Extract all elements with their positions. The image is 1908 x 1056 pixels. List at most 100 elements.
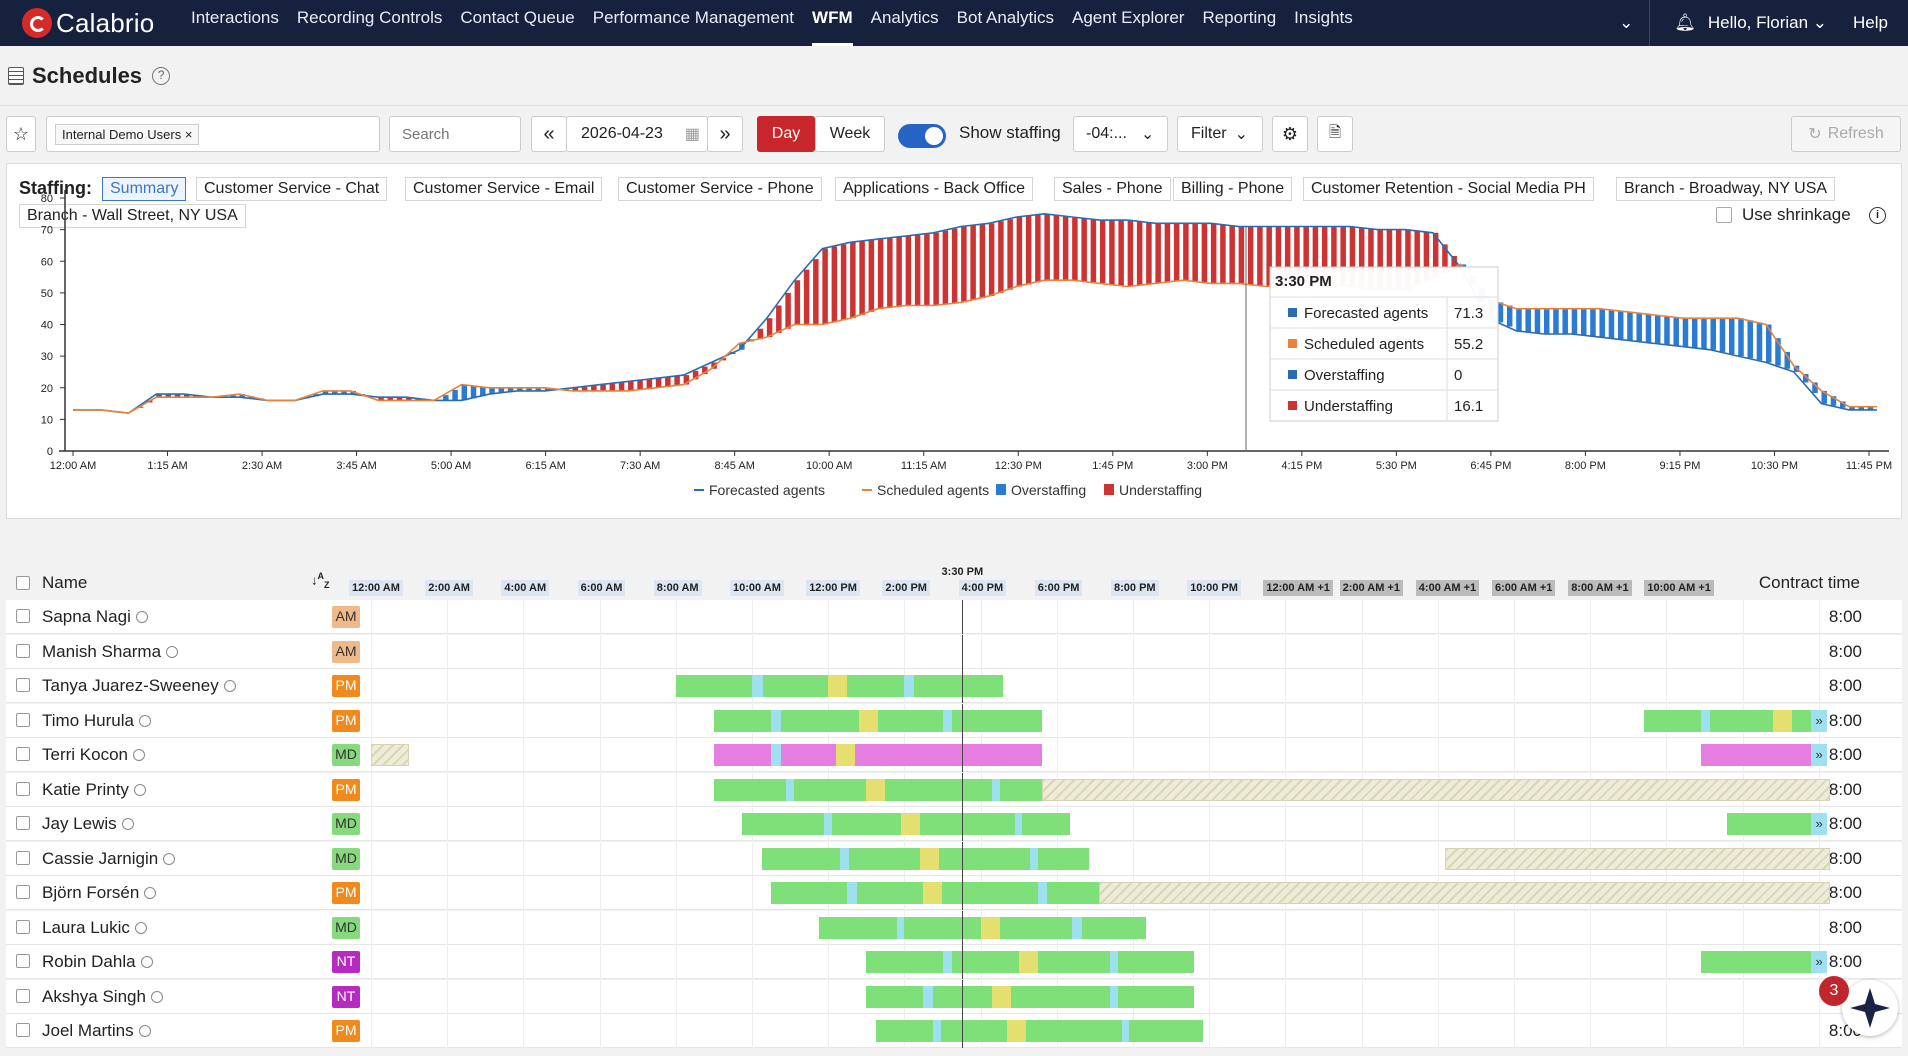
break-activity[interactable] — [771, 709, 781, 732]
continues-next-day-icon[interactable]: » — [1811, 709, 1828, 732]
select-all-checkbox[interactable] — [16, 576, 30, 590]
shift-bar[interactable] — [1700, 951, 1812, 973]
shift-bar[interactable] — [875, 1020, 1204, 1042]
schedule-row[interactable]: Manish Sharma AM 8:00 — [6, 634, 1902, 669]
schedule-row[interactable]: Cassie Jarnigin MD 8:00 — [6, 841, 1902, 876]
staffing-tab-branch-broadway-ny-usa[interactable]: Branch - Broadway, NY USA — [1616, 177, 1836, 201]
lunch-activity[interactable] — [858, 709, 878, 732]
row-checkbox[interactable] — [16, 954, 30, 968]
row-checkbox[interactable] — [16, 816, 30, 830]
employee-name[interactable]: Terri Kocon — [42, 745, 145, 765]
info-icon[interactable]: i — [1869, 207, 1886, 224]
row-checkbox[interactable] — [16, 643, 30, 658]
staffing-tab-applications-back-office[interactable]: Applications - Back Office — [835, 177, 1034, 201]
break-activity[interactable] — [932, 1020, 941, 1042]
break-activity[interactable] — [1037, 882, 1048, 904]
calabrio-logo[interactable]: Calabrio — [22, 8, 182, 39]
staffing-tab-branch-wall-street-ny-usa[interactable]: Branch - Wall Street, NY USA — [19, 204, 246, 228]
user-menu[interactable]: Hello, Florian ⌄ — [1707, 13, 1828, 32]
employee-name[interactable]: Akshya Singh — [42, 987, 163, 1007]
row-checkbox[interactable] — [16, 850, 30, 865]
day-view-button[interactable]: Day — [757, 116, 815, 152]
continues-next-day-icon[interactable]: » — [1811, 951, 1828, 973]
schedule-row[interactable]: Tanya Juarez-Sweeney PM 8:00 — [6, 669, 1902, 703]
break-activity[interactable] — [1014, 813, 1023, 835]
nav-item-contact-queue[interactable]: Contact Queue — [460, 8, 575, 27]
row-checkbox[interactable] — [16, 1023, 30, 1037]
nav-item-performance-management[interactable]: Performance Management — [592, 8, 795, 27]
schedule-row[interactable]: Katie Printy PM 8:00 — [6, 772, 1902, 807]
employee-name[interactable]: Cassie Jarnigin — [42, 849, 176, 869]
nav-item-reporting[interactable]: Reporting — [1202, 8, 1277, 27]
employee-name[interactable]: Sapna Nagi — [42, 607, 148, 627]
row-checkbox[interactable] — [16, 678, 30, 692]
favorite-button[interactable]: ☆ — [6, 116, 36, 152]
lunch-activity[interactable] — [923, 882, 943, 904]
break-activity[interactable] — [839, 847, 850, 870]
date-field[interactable]: 2026-04-23 ▦ — [566, 116, 708, 152]
refresh-button[interactable]: ↻ Refresh — [1791, 116, 1901, 152]
break-activity[interactable] — [1072, 916, 1082, 939]
employee-name[interactable]: Björn Forsén — [42, 883, 157, 903]
previous-day-button[interactable]: « — [531, 116, 567, 152]
sort-az-icon[interactable]: ↓AZ — [311, 571, 330, 590]
break-activity[interactable] — [992, 778, 1000, 801]
nav-more-chevron-icon[interactable]: ⌄ — [1619, 13, 1634, 32]
nav-item-bot-analytics[interactable]: Bot Analytics — [956, 8, 1054, 27]
schedule-row[interactable]: Laura Lukic MD 8:00 — [6, 910, 1902, 945]
break-activity[interactable] — [1110, 985, 1118, 1008]
employee-name[interactable]: Robin Dahla — [42, 952, 153, 972]
break-activity[interactable] — [1700, 709, 1711, 732]
lunch-activity[interactable] — [835, 744, 855, 766]
staffing-tab-customer-service-email[interactable]: Customer Service - Email — [405, 177, 603, 201]
nav-item-recording-controls[interactable]: Recording Controls — [296, 8, 443, 27]
row-checkbox[interactable] — [16, 609, 30, 623]
schedule-row[interactable]: Terri Kocon MD 8:00» — [6, 738, 1902, 772]
break-activity[interactable] — [752, 675, 764, 697]
timezone-select[interactable]: -04:... ⌄ — [1073, 116, 1168, 152]
filter-tag-field[interactable]: Internal Demo Users × — [46, 116, 380, 152]
break-activity[interactable] — [942, 709, 953, 732]
lunch-activity[interactable] — [866, 778, 886, 801]
employee-name[interactable]: Tanya Juarez-Sweeney — [42, 676, 236, 696]
break-activity[interactable] — [942, 951, 953, 973]
shift-bar[interactable] — [713, 709, 1042, 732]
break-activity[interactable] — [923, 985, 933, 1008]
staffing-tab-customer-service-chat[interactable]: Customer Service - Chat — [196, 177, 388, 201]
nav-item-wfm[interactable]: WFM — [812, 0, 853, 46]
staffing-tab-billing-phone[interactable]: Billing - Phone — [1173, 177, 1293, 201]
row-checkbox[interactable] — [16, 988, 30, 1003]
bell-icon[interactable]: 🔔︎ — [1674, 13, 1696, 32]
lunch-activity[interactable] — [1018, 951, 1038, 973]
nav-item-analytics[interactable]: Analytics — [870, 8, 939, 27]
row-checkbox[interactable] — [16, 712, 30, 727]
staffing-tab-summary[interactable]: Summary — [102, 177, 187, 201]
search-input[interactable] — [389, 116, 521, 152]
schedule-row[interactable]: Akshya SinghNT8:00 — [6, 979, 1902, 1014]
row-checkbox[interactable] — [16, 919, 30, 934]
row-checkbox[interactable] — [16, 747, 30, 761]
employee-name[interactable]: Laura Lukic — [42, 918, 147, 938]
continues-next-day-icon[interactable]: » — [1811, 744, 1828, 766]
lunch-activity[interactable] — [900, 813, 920, 835]
lunch-activity[interactable] — [919, 847, 939, 870]
break-activity[interactable] — [904, 675, 914, 697]
next-day-button[interactable]: » — [707, 116, 743, 152]
break-activity[interactable] — [771, 744, 781, 766]
filter-button[interactable]: Filter ⌄ — [1177, 116, 1263, 152]
break-activity[interactable] — [1030, 847, 1038, 870]
show-staffing-toggle[interactable] — [898, 124, 946, 148]
break-activity[interactable] — [896, 916, 905, 939]
break-activity[interactable] — [824, 813, 832, 835]
nav-item-agent-explorer[interactable]: Agent Explorer — [1072, 8, 1185, 27]
lunch-activity[interactable] — [828, 675, 848, 697]
schedule-row[interactable]: Jay Lewis MD 8:00» — [6, 807, 1902, 841]
staffing-tab-customer-service-phone[interactable]: Customer Service - Phone — [618, 177, 822, 201]
employee-name[interactable]: Timo Hurula — [42, 711, 151, 731]
schedule-row[interactable]: Björn Forsén PM 8:00 — [6, 876, 1902, 910]
row-checkbox[interactable] — [16, 781, 30, 796]
help-icon[interactable]: ? — [152, 66, 171, 85]
nav-item-insights[interactable]: Insights — [1294, 8, 1353, 27]
schedule-row[interactable]: Sapna Nagi AM 8:00 — [6, 600, 1902, 634]
employee-name[interactable]: Katie Printy — [42, 780, 146, 800]
